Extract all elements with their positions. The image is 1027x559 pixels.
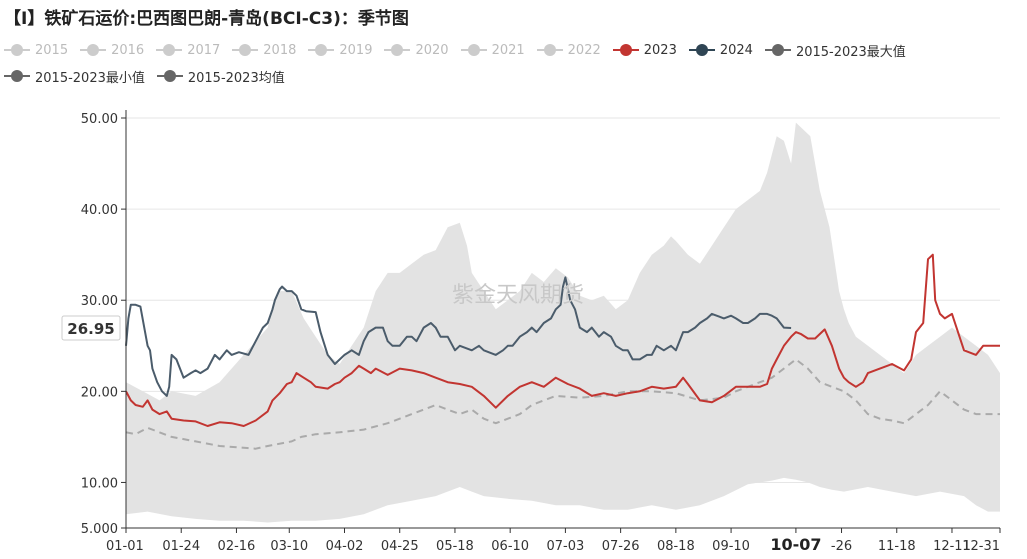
legend-item-2015[interactable]: 2015 (4, 37, 68, 63)
legend-item-2019[interactable]: 2019 (308, 37, 372, 63)
legend-label: 2020 (415, 42, 449, 58)
legend-item-2015-2023均值[interactable]: 2015-2023均值 (156, 63, 285, 89)
legend-label: 2015-2023最大值 (795, 44, 906, 60)
legend-marker-icon (536, 44, 563, 56)
legend-label: 2019 (339, 42, 373, 58)
x-tick-label: 08-18 (657, 539, 695, 554)
legend-item-2016[interactable]: 2016 (80, 37, 144, 63)
legend: 2015 2016 2017 2018 2019 2020 2021 2022 2023 2024… (4, 37, 1024, 89)
legend-item-2021[interactable]: 2021 (460, 37, 525, 63)
x-tick-label: 11-18 (878, 539, 916, 554)
legend-marker-icon (764, 44, 791, 56)
x-tick-label: 12-31 (962, 539, 1000, 554)
legend-item-2017[interactable]: 2017 (156, 37, 220, 63)
chart-title: 【I】铁矿石运价:巴西图巴朗-青岛(BCI-C3)：季节图 (4, 9, 409, 29)
x-tick-label: 09-10 (712, 539, 750, 554)
y-tick-label: 30.00 (81, 294, 118, 309)
x-tick-label: 04-25 (381, 539, 419, 554)
legend-item-2024[interactable]: 2024 (688, 37, 753, 63)
legend-marker-icon (80, 44, 107, 56)
y-tick-label: 10.00 (81, 476, 118, 491)
y-tick-label: 40.00 (81, 203, 118, 218)
x-tick-label: 03-10 (270, 539, 308, 554)
axes: 5.000 10.00 20.00 30.00 40.00 50.00 01-01 01-24… (81, 110, 1001, 554)
legend-marker-icon (384, 44, 411, 56)
series-2023-line (125, 253, 1000, 427)
legend-label: 2024 (719, 42, 753, 58)
legend-marker-icon (688, 44, 715, 56)
x-tick-label: 07-26 (602, 539, 640, 554)
series-lines (125, 253, 1000, 450)
series-2024-line (125, 276, 792, 397)
x-tick-label: 01-24 (162, 539, 200, 554)
series-average-line (125, 358, 1000, 450)
callout-value: 26.95 (67, 320, 114, 338)
x-tick-label: 04-02 (326, 539, 364, 554)
x-tick-label: 07-03 (547, 539, 585, 554)
legend-label: 2015-2023最小值 (35, 70, 145, 86)
legend-item-2022[interactable]: 2022 (536, 37, 601, 63)
legend-label: 2015 (35, 42, 69, 58)
legend-marker-icon (4, 44, 30, 56)
x-tick-label: 12-11 (933, 539, 971, 554)
legend-label: 2016 (111, 42, 145, 58)
max-min-band (126, 122, 1000, 523)
legend-marker-icon (232, 44, 259, 56)
legend-item-2018[interactable]: 2018 (232, 37, 296, 63)
legend-label: 2017 (187, 42, 221, 58)
y-tick-label: 5.000 (81, 522, 118, 537)
x-tick-label: -26 (831, 539, 852, 554)
legend-item-2023[interactable]: 2023 (612, 37, 677, 63)
legend-item-2020[interactable]: 2020 (384, 37, 449, 63)
legend-label: 2022 (567, 42, 601, 58)
legend-label: 2021 (491, 42, 525, 58)
legend-marker-icon (4, 70, 30, 82)
legend-marker-icon (156, 70, 183, 82)
x-tick-label: 10-07 (770, 535, 821, 554)
watermark: 紫金天风期货 (452, 283, 584, 308)
range-band (126, 122, 1000, 523)
legend-marker-icon (612, 44, 639, 56)
legend-item-2015-2023最大值[interactable]: 2015-2023最大值 (764, 37, 906, 63)
value-callout: 26.95 (61, 315, 121, 341)
legend-marker-icon (460, 44, 487, 56)
legend-item-2015-2023最小值[interactable]: 2015-2023最小值 (4, 63, 145, 89)
legend-label: 2015-2023均值 (187, 70, 285, 86)
x-tick-label: 01-01 (106, 539, 144, 554)
y-tick-label: 50.00 (81, 112, 118, 127)
x-tick-label: 06-10 (491, 539, 529, 554)
legend-marker-icon (156, 44, 183, 56)
legend-marker-icon (308, 44, 335, 56)
y-tick-label: 20.00 (81, 385, 118, 400)
x-tick-label: 05-18 (436, 539, 474, 554)
legend-label: 2018 (263, 42, 297, 58)
callout-box (61, 315, 121, 341)
x-tick-label: 02-16 (218, 539, 256, 554)
legend-label: 2023 (643, 42, 677, 58)
